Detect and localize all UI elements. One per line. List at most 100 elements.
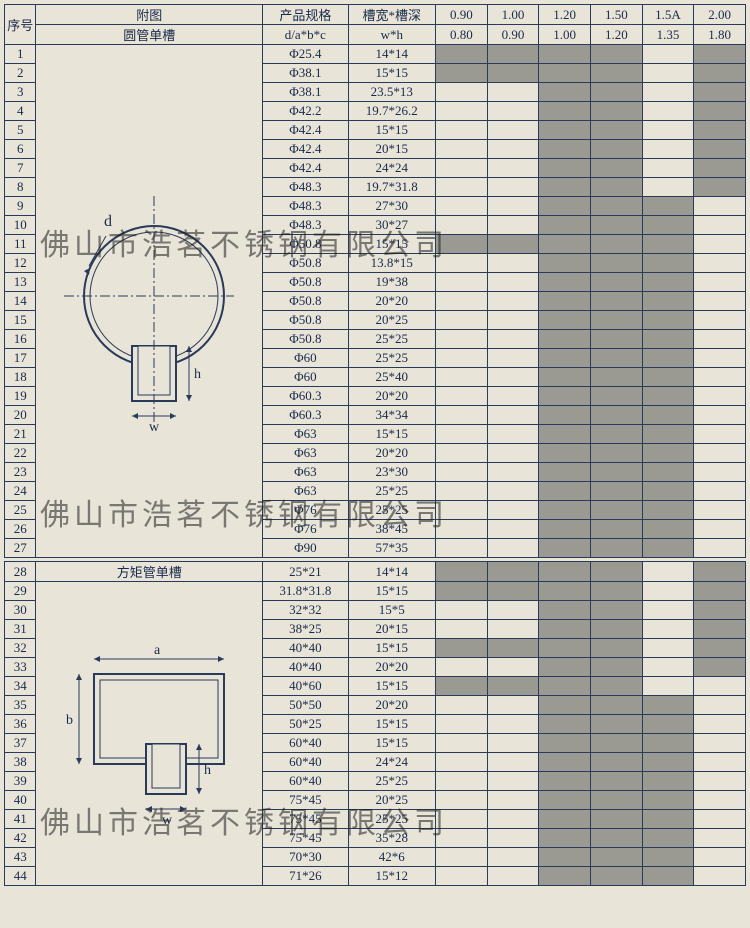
avail-cell xyxy=(694,582,746,601)
avail-cell xyxy=(487,159,539,178)
avail-cell xyxy=(539,197,591,216)
avail-cell xyxy=(539,330,591,349)
avail-cell xyxy=(436,273,488,292)
avail-cell xyxy=(642,753,694,772)
avail-cell xyxy=(591,311,643,330)
wh-cell: 19.7*26.2 xyxy=(348,102,436,121)
spec-cell: 60*40 xyxy=(263,753,348,772)
avail-cell xyxy=(539,311,591,330)
avail-cell xyxy=(642,83,694,102)
avail-cell xyxy=(591,601,643,620)
avail-cell xyxy=(591,734,643,753)
avail-cell xyxy=(591,235,643,254)
avail-cell xyxy=(436,791,488,810)
spec-cell: Φ50.8 xyxy=(263,273,348,292)
spec-cell: 40*40 xyxy=(263,639,348,658)
seq-cell: 13 xyxy=(5,273,36,292)
wh-cell: 20*20 xyxy=(348,696,436,715)
seq-cell: 27 xyxy=(5,539,36,558)
avail-cell xyxy=(487,463,539,482)
avail-cell xyxy=(591,197,643,216)
avail-cell xyxy=(539,601,591,620)
wh-cell: 19.7*31.8 xyxy=(348,178,436,197)
col-v5-sub: 1.80 xyxy=(694,25,746,45)
seq-cell: 29 xyxy=(5,582,36,601)
avail-cell xyxy=(642,292,694,311)
wh-cell: 15*12 xyxy=(348,867,436,886)
avail-cell xyxy=(436,539,488,558)
avail-cell xyxy=(539,501,591,520)
seq-cell: 33 xyxy=(5,658,36,677)
avail-cell xyxy=(436,311,488,330)
avail-cell xyxy=(436,425,488,444)
avail-cell xyxy=(694,848,746,867)
wh-cell: 15*15 xyxy=(348,425,436,444)
avail-cell xyxy=(539,64,591,83)
avail-cell xyxy=(436,216,488,235)
avail-cell xyxy=(642,178,694,197)
spec-cell: 75*45 xyxy=(263,791,348,810)
avail-cell xyxy=(436,140,488,159)
avail-cell xyxy=(642,254,694,273)
seq-cell: 38 xyxy=(5,753,36,772)
avail-cell xyxy=(539,425,591,444)
wh-cell: 23*30 xyxy=(348,463,436,482)
avail-cell xyxy=(591,772,643,791)
avail-cell xyxy=(487,425,539,444)
avail-cell xyxy=(694,197,746,216)
wh-cell: 15*15 xyxy=(348,734,436,753)
spec-cell: Φ42.4 xyxy=(263,159,348,178)
seq-cell: 41 xyxy=(5,810,36,829)
avail-cell xyxy=(642,121,694,140)
seq-cell: 26 xyxy=(5,520,36,539)
diagram-header-cell: 方矩管单槽 xyxy=(36,562,263,582)
avail-cell xyxy=(539,121,591,140)
avail-cell xyxy=(591,273,643,292)
avail-cell xyxy=(539,45,591,64)
avail-cell xyxy=(539,482,591,501)
avail-cell xyxy=(539,178,591,197)
avail-cell xyxy=(487,235,539,254)
spec-cell: Φ60.3 xyxy=(263,406,348,425)
wh-cell: 25*25 xyxy=(348,482,436,501)
avail-cell xyxy=(642,582,694,601)
seq-cell: 17 xyxy=(5,349,36,368)
wh-cell: 20*20 xyxy=(348,387,436,406)
avail-cell xyxy=(539,368,591,387)
avail-cell xyxy=(591,121,643,140)
avail-cell xyxy=(694,368,746,387)
avail-cell xyxy=(591,444,643,463)
col-v4-top: 1.5A xyxy=(642,5,694,25)
avail-cell xyxy=(642,772,694,791)
avail-cell xyxy=(539,387,591,406)
seq-cell: 44 xyxy=(5,867,36,886)
col-wh-header: 槽宽*槽深 xyxy=(348,5,436,25)
avail-cell xyxy=(642,368,694,387)
avail-cell xyxy=(591,582,643,601)
wh-cell: 42*6 xyxy=(348,848,436,867)
avail-cell xyxy=(487,772,539,791)
avail-cell xyxy=(591,102,643,121)
wh-cell: 15*15 xyxy=(348,582,436,601)
avail-cell xyxy=(591,140,643,159)
svg-text:h: h xyxy=(194,367,201,382)
avail-cell xyxy=(642,810,694,829)
col-v5-top: 2.00 xyxy=(694,5,746,25)
seq-cell: 1 xyxy=(5,45,36,64)
avail-cell xyxy=(591,292,643,311)
avail-cell xyxy=(694,810,746,829)
seq-cell: 6 xyxy=(5,140,36,159)
spec-table-1: 序号 附图 产品规格 槽宽*槽深 0.90 1.00 1.20 1.50 1.5… xyxy=(4,4,746,558)
avail-cell xyxy=(694,178,746,197)
avail-cell xyxy=(487,582,539,601)
avail-cell xyxy=(642,482,694,501)
avail-cell xyxy=(487,64,539,83)
avail-cell xyxy=(591,349,643,368)
avail-cell xyxy=(591,482,643,501)
col-spec-sub: d/a*b*c xyxy=(263,25,348,45)
avail-cell xyxy=(591,829,643,848)
avail-cell xyxy=(539,235,591,254)
wh-cell: 15*5 xyxy=(348,601,436,620)
spec-cell: 60*40 xyxy=(263,772,348,791)
table-row: 28方矩管单槽25*2114*14 xyxy=(5,562,746,582)
